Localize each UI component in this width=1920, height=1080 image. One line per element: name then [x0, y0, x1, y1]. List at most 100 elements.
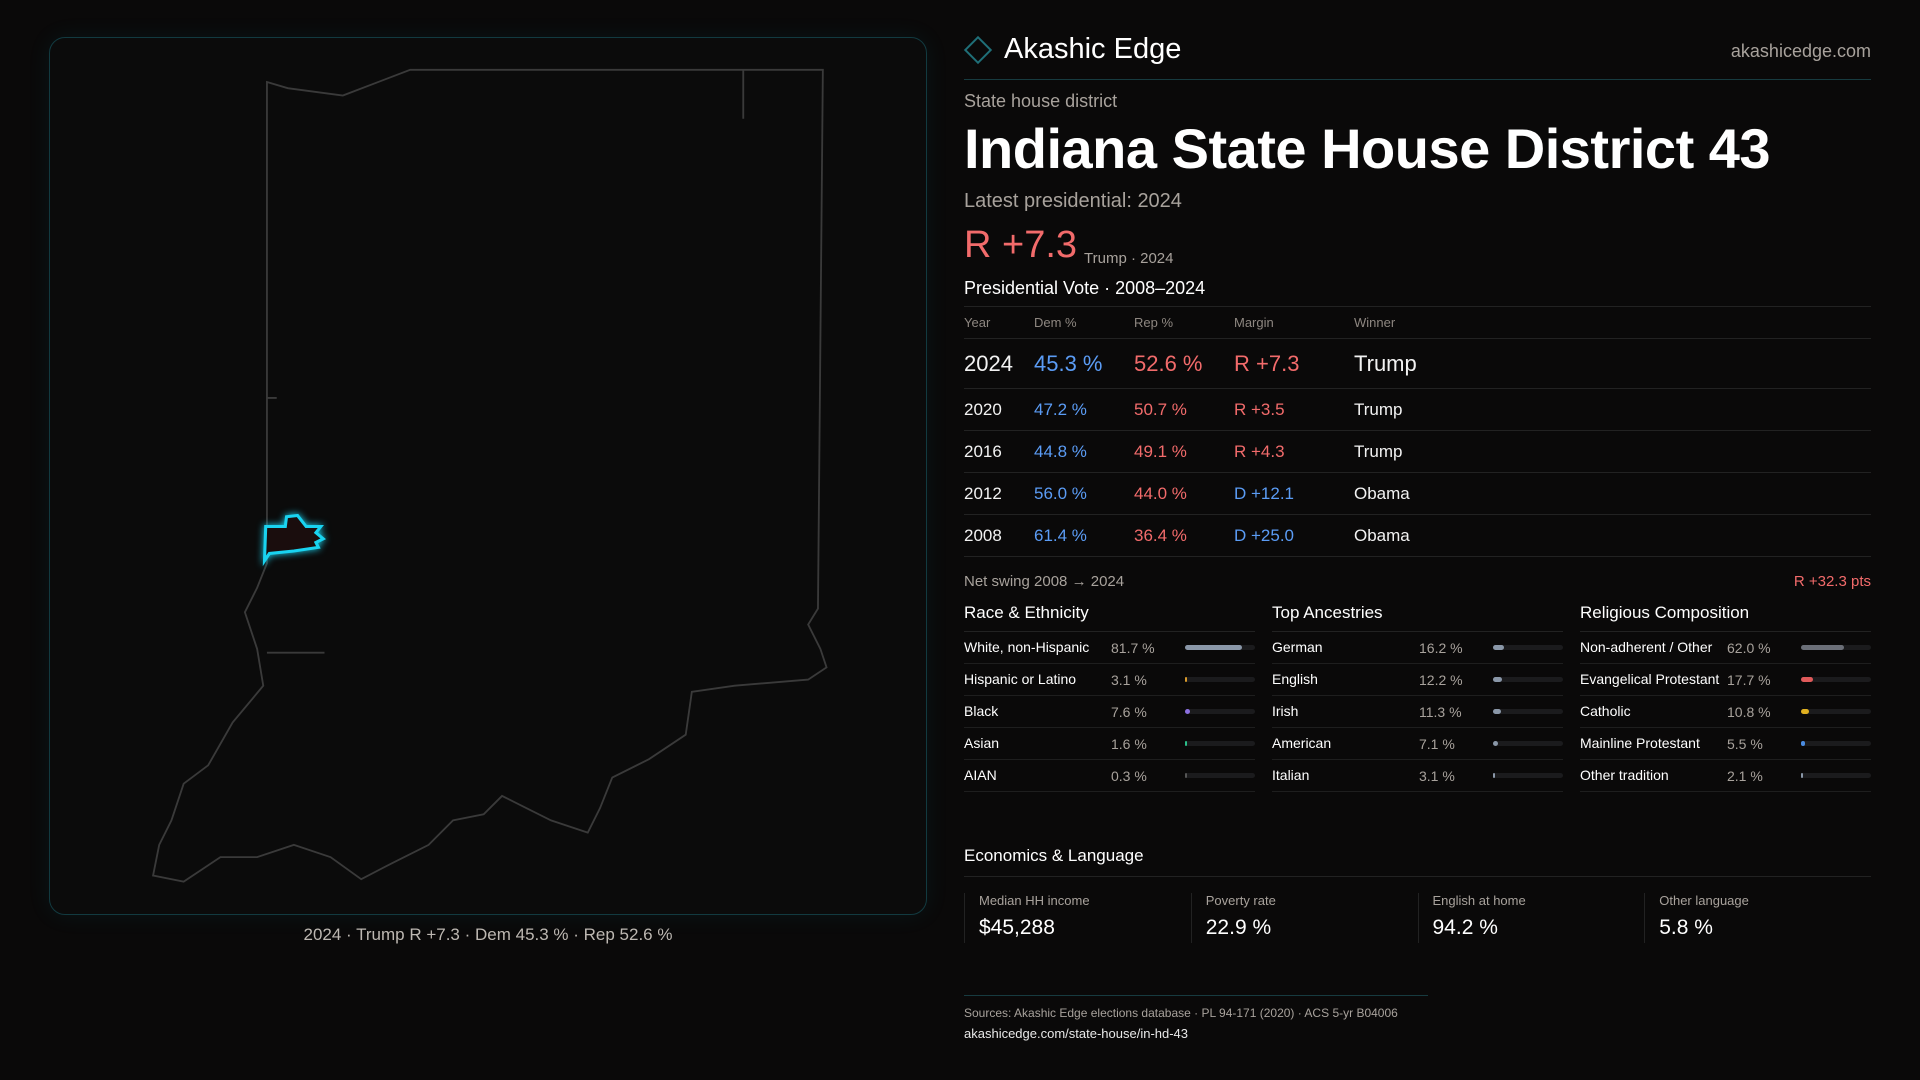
net-swing-label: Net swing 2008 → 2024 — [964, 573, 1125, 590]
demographic-label: Asian — [964, 735, 1000, 751]
page-url[interactable]: akashicedge.com/state-house/in-hd-43 — [964, 1026, 1189, 1041]
map-panel[interactable] — [49, 37, 927, 915]
demographic-value: 81.7 % — [1111, 639, 1155, 656]
demographic-row: Evangelical Protestant 17.7 % — [1580, 664, 1871, 696]
demographic-row: Mainline Protestant 5.5 % — [1580, 728, 1871, 760]
dem-pct-cell: 61.4 % — [1034, 525, 1087, 545]
stat-value: 22.9 % — [1205, 916, 1272, 939]
demographic-row: Hispanic or Latino 3.1 % — [964, 664, 1255, 696]
demographic-row: AIAN 0.3 % — [964, 760, 1255, 792]
section-heading: Race & Ethnicity — [964, 601, 1255, 632]
bar-fill — [1493, 645, 1505, 650]
column-header: Margin — [1234, 315, 1274, 330]
column-header: Rep % — [1134, 315, 1174, 330]
bar-track — [1185, 677, 1255, 682]
economic-stat: English at home 94.2 % — [1417, 893, 1645, 943]
demographic-row: Irish 11.3 % — [1272, 696, 1563, 728]
map-caption: 2024 · Trump R +7.3 · Dem 45.3 % · Rep 5… — [303, 925, 673, 944]
column-header: Dem % — [1034, 315, 1077, 330]
bar-track — [1493, 677, 1563, 682]
demographic-value: 7.1 % — [1419, 735, 1455, 752]
stat-value: $45,288 — [979, 916, 1055, 939]
bar-fill — [1185, 773, 1187, 778]
demographic-label: Non-adherent / Other — [1580, 639, 1713, 655]
bar-fill — [1801, 741, 1805, 746]
margin-cell: R +3.5 — [1234, 399, 1285, 419]
demographic-label: Other tradition — [1580, 767, 1669, 783]
bar-fill — [1801, 645, 1845, 650]
economic-stat: Median HH income $45,288 — [964, 893, 1191, 943]
demographic-row: English 12.2 % — [1272, 664, 1563, 696]
table-row[interactable]: 2012 56.0 % 44.0 % D +12.1 Obama — [964, 473, 1871, 515]
demographic-label: American — [1272, 735, 1332, 751]
stat-label: Poverty rate — [1205, 893, 1276, 908]
demographic-row: Non-adherent / Other 62.0 % — [1580, 632, 1871, 664]
brand-name: Akashic Edge — [1004, 33, 1182, 65]
bar-track — [1801, 709, 1871, 714]
table-row[interactable]: 2024 45.3 % 52.6 % R +7.3 Trump — [964, 339, 1871, 389]
demographic-value: 0.3 % — [1111, 767, 1147, 784]
bar-fill — [1493, 709, 1501, 714]
bar-track — [1493, 709, 1563, 714]
diamond-icon — [963, 35, 993, 64]
margin-cell: R +4.3 — [1234, 441, 1285, 461]
bar-fill — [1493, 773, 1496, 778]
table-header: Year Dem % Rep % Margin Winner — [964, 307, 1871, 339]
demographic-row: American 7.1 % — [1272, 728, 1563, 760]
rep-pct-cell: 36.4 % — [1134, 525, 1187, 545]
rep-pct-cell: 49.1 % — [1134, 441, 1187, 461]
column-header: Year — [964, 315, 991, 330]
winner-cell: Obama — [1354, 525, 1410, 545]
stat-value: 5.8 % — [1659, 916, 1713, 939]
table-row[interactable]: 2016 44.8 % 49.1 % R +4.3 Trump — [964, 431, 1871, 473]
demographic-row: Asian 1.6 % — [964, 728, 1255, 760]
bar-track — [1185, 773, 1255, 778]
bar-track — [1801, 645, 1871, 650]
margin-cell: D +25.0 — [1234, 525, 1295, 545]
margin-cell: D +12.1 — [1234, 483, 1295, 503]
demographic-value: 7.6 % — [1111, 703, 1147, 720]
year-cell: 2016 — [964, 441, 1002, 461]
demographic-section: Race & Ethnicity White, non-Hispanic 81.7 … — [964, 601, 1255, 792]
table-row[interactable]: 2008 61.4 % 36.4 % D +25.0 Obama — [964, 515, 1871, 557]
bar-track — [1801, 741, 1871, 746]
demographic-value: 5.5 % — [1727, 735, 1763, 752]
site-link[interactable]: akashicedge.com — [1730, 41, 1871, 61]
rep-pct-cell: 44.0 % — [1134, 483, 1187, 503]
demographic-value: 3.1 % — [1111, 671, 1147, 688]
brand[interactable]: Akashic Edge — [963, 33, 1182, 66]
demographic-label: Irish — [1272, 703, 1299, 719]
sources: Sources: Akashic Edge elections database… — [964, 1006, 1398, 1020]
demographic-label: Italian — [1272, 767, 1310, 783]
bar-fill — [1185, 709, 1191, 714]
demographic-value: 2.1 % — [1727, 767, 1763, 784]
dem-pct-cell: 45.3 % — [1034, 350, 1103, 376]
margin-cell: R +7.3 — [1234, 350, 1300, 376]
bar-track — [1493, 773, 1563, 778]
stat-label: English at home — [1432, 893, 1526, 908]
district-kind: State house district — [964, 91, 1118, 111]
section-heading: Top Ancestries — [1272, 601, 1563, 632]
winner-cell: Trump — [1354, 350, 1417, 376]
latest-margin-sub: Trump · 2024 — [1084, 250, 1174, 267]
demographic-row: White, non-Hispanic 81.7 % — [964, 632, 1255, 664]
table-row[interactable]: 2020 47.2 % 50.7 % R +3.5 Trump — [964, 389, 1871, 431]
presidential-table: Year Dem % Rep % Margin Winner 2024 45.3 % 52.6… — [964, 306, 1871, 557]
demographic-value: 12.2 % — [1419, 671, 1463, 688]
bar-track — [1801, 773, 1871, 778]
bar-track — [1493, 741, 1563, 746]
demographic-label: White, non-Hispanic — [964, 639, 1090, 655]
demographic-label: Evangelical Protestant — [1580, 671, 1720, 687]
bar-track — [1493, 645, 1563, 650]
bar-track — [1185, 709, 1255, 714]
section-heading: Religious Composition — [1580, 601, 1871, 632]
stat-label: Median HH income — [979, 893, 1090, 908]
demographic-label: Hispanic or Latino — [964, 671, 1077, 687]
year-cell: 2024 — [964, 350, 1013, 376]
demographic-value: 17.7 % — [1727, 671, 1771, 688]
demographic-label: AIAN — [964, 767, 997, 783]
demographic-row: Other tradition 2.1 % — [1580, 760, 1871, 792]
year-cell: 2020 — [964, 399, 1002, 419]
stat-label: Other language — [1659, 893, 1749, 908]
rep-pct-cell: 52.6 % — [1134, 350, 1203, 376]
